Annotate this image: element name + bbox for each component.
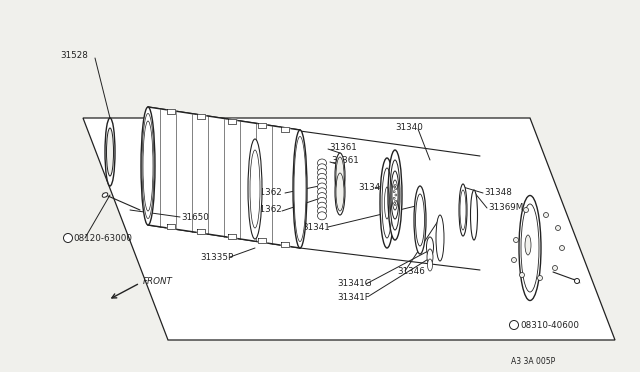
Text: 31347: 31347	[358, 183, 386, 192]
Ellipse shape	[293, 130, 307, 248]
Text: 08120-63000: 08120-63000	[73, 234, 132, 243]
Ellipse shape	[395, 188, 397, 190]
Ellipse shape	[63, 234, 72, 243]
Polygon shape	[197, 229, 205, 234]
Ellipse shape	[525, 235, 531, 255]
Ellipse shape	[317, 164, 326, 172]
Ellipse shape	[317, 159, 326, 167]
Ellipse shape	[519, 196, 541, 301]
Ellipse shape	[428, 259, 433, 271]
Text: 31341: 31341	[302, 222, 330, 231]
Ellipse shape	[394, 186, 396, 187]
Ellipse shape	[427, 249, 433, 265]
Ellipse shape	[388, 150, 402, 240]
Ellipse shape	[552, 266, 557, 270]
Ellipse shape	[395, 194, 397, 196]
Ellipse shape	[511, 257, 516, 263]
Ellipse shape	[317, 169, 326, 177]
Ellipse shape	[426, 237, 433, 257]
Ellipse shape	[335, 169, 345, 215]
Ellipse shape	[509, 321, 518, 330]
Ellipse shape	[380, 158, 394, 248]
Text: 31650: 31650	[181, 212, 209, 221]
Polygon shape	[258, 123, 266, 128]
Ellipse shape	[390, 160, 400, 230]
Ellipse shape	[394, 203, 396, 205]
Ellipse shape	[317, 193, 326, 201]
Text: 31341F: 31341F	[337, 292, 370, 301]
Text: 31362: 31362	[254, 187, 282, 196]
Ellipse shape	[317, 198, 326, 205]
Ellipse shape	[102, 193, 108, 197]
Ellipse shape	[317, 178, 326, 186]
Polygon shape	[197, 114, 205, 119]
Ellipse shape	[559, 246, 564, 250]
Text: A3 3A 005P: A3 3A 005P	[511, 357, 555, 366]
Ellipse shape	[317, 202, 326, 210]
Ellipse shape	[575, 279, 579, 283]
Ellipse shape	[106, 128, 113, 176]
Polygon shape	[167, 224, 175, 230]
Text: 31528: 31528	[60, 51, 88, 60]
Ellipse shape	[141, 107, 155, 225]
Text: 08310-40600: 08310-40600	[520, 321, 579, 330]
Ellipse shape	[391, 171, 399, 219]
Text: 31341G: 31341G	[337, 279, 371, 289]
Text: B: B	[66, 235, 70, 241]
Ellipse shape	[459, 184, 467, 236]
Ellipse shape	[392, 180, 398, 210]
Text: 31340: 31340	[395, 122, 423, 131]
Text: 31346: 31346	[397, 266, 425, 276]
Ellipse shape	[393, 191, 395, 193]
Ellipse shape	[520, 273, 525, 278]
Ellipse shape	[395, 200, 397, 202]
Ellipse shape	[105, 118, 115, 186]
Text: 31369M: 31369M	[488, 202, 524, 212]
Ellipse shape	[556, 225, 561, 231]
Text: 31348: 31348	[484, 187, 512, 196]
Ellipse shape	[317, 188, 326, 196]
Polygon shape	[258, 238, 266, 243]
Polygon shape	[228, 119, 236, 124]
Ellipse shape	[470, 190, 477, 240]
Ellipse shape	[543, 212, 548, 218]
Ellipse shape	[336, 157, 344, 195]
Ellipse shape	[317, 212, 326, 220]
Ellipse shape	[436, 215, 444, 261]
Ellipse shape	[317, 207, 326, 215]
Ellipse shape	[524, 208, 529, 212]
Ellipse shape	[336, 173, 344, 211]
Ellipse shape	[317, 183, 326, 191]
Ellipse shape	[538, 276, 543, 280]
Ellipse shape	[393, 197, 395, 199]
Text: 31361: 31361	[329, 142, 356, 151]
Ellipse shape	[394, 202, 396, 204]
Ellipse shape	[394, 185, 396, 186]
Text: 31362: 31362	[254, 205, 282, 214]
Polygon shape	[281, 242, 289, 247]
Polygon shape	[83, 118, 615, 340]
Ellipse shape	[335, 153, 345, 199]
Text: FRONT: FRONT	[143, 276, 173, 285]
Text: S: S	[512, 322, 516, 328]
Ellipse shape	[415, 194, 424, 246]
Polygon shape	[167, 109, 175, 115]
Text: 31361: 31361	[331, 155, 359, 164]
Text: 31335P: 31335P	[200, 253, 233, 262]
Polygon shape	[281, 127, 289, 132]
Polygon shape	[228, 234, 236, 239]
Ellipse shape	[513, 237, 518, 243]
Polygon shape	[148, 107, 300, 248]
Ellipse shape	[248, 139, 262, 239]
Ellipse shape	[414, 186, 426, 254]
Ellipse shape	[317, 173, 326, 182]
